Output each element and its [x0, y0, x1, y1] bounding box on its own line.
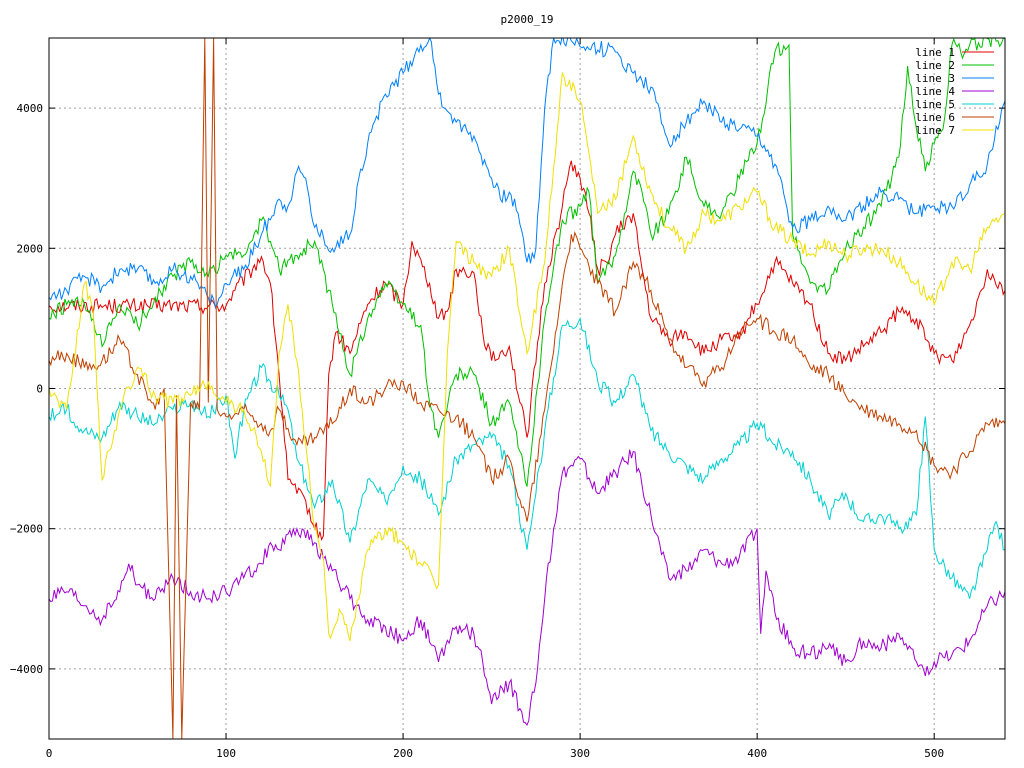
- series-line-1: [49, 160, 1005, 542]
- x-tick-label: 100: [216, 747, 236, 760]
- x-tick-label: 400: [747, 747, 767, 760]
- legend-label-1: line 1: [915, 46, 955, 59]
- series-line-6: [49, 38, 1005, 739]
- legend-label-6: line 6: [915, 111, 955, 124]
- x-tick-label: 0: [46, 747, 53, 760]
- legend-label-7: line 7: [915, 124, 955, 137]
- legend-label-2: line 2: [915, 59, 955, 72]
- legend-label-5: line 5: [915, 98, 955, 111]
- x-tick-label: 200: [393, 747, 413, 760]
- legend-label-3: line 3: [915, 72, 955, 85]
- x-tick-label: 500: [924, 747, 944, 760]
- grid-lines: [49, 38, 1005, 739]
- series-line-3: [49, 38, 1005, 310]
- y-tick-label: −4000: [10, 663, 43, 676]
- y-tick-label: 2000: [17, 242, 44, 255]
- series-line-7: [49, 71, 1005, 642]
- x-tick-label: 300: [570, 747, 590, 760]
- series-line-4: [49, 449, 1005, 727]
- chart-title: p2000_19: [501, 13, 554, 26]
- legend-label-4: line 4: [915, 85, 955, 98]
- y-tick-label: 4000: [17, 102, 44, 115]
- series-line-5: [49, 316, 1005, 599]
- y-tick-label: −2000: [10, 523, 43, 536]
- series-line-2: [49, 38, 1005, 487]
- y-axis: −4000 −2000 0 2000 4000: [10, 102, 1005, 676]
- series-lines: [49, 38, 1005, 739]
- x-axis: 0 100 200 300 400 500: [46, 38, 944, 760]
- plot-frame: [48, 37, 1006, 740]
- y-tick-label: 0: [36, 383, 43, 396]
